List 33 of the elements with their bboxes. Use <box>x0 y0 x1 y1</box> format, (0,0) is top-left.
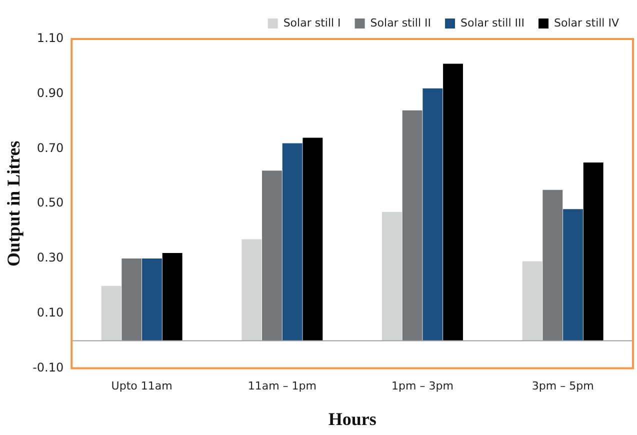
bar <box>443 64 463 341</box>
bar <box>522 261 542 341</box>
bar <box>162 252 182 341</box>
bar <box>122 258 142 341</box>
y-tick-label: 0.10 <box>36 305 64 320</box>
legend-label: Solar still II <box>370 16 432 30</box>
bar <box>563 209 583 341</box>
legend-label: Solar still IV <box>554 16 620 30</box>
y-tick-label: 0.50 <box>36 196 64 210</box>
bar <box>583 162 604 341</box>
y-tick-label: -0.10 <box>32 360 64 374</box>
bar <box>422 88 443 341</box>
x-tick-label: Upto 11am <box>111 380 172 393</box>
bar <box>542 190 563 341</box>
y-tick-label: 0.90 <box>36 86 64 100</box>
bar <box>242 239 262 341</box>
bar <box>382 212 402 341</box>
y-tick-label: 1.10 <box>36 31 64 46</box>
bar <box>282 143 302 341</box>
bar <box>262 170 282 341</box>
y-tick-label: 0.70 <box>36 140 64 155</box>
bar <box>142 258 162 341</box>
bar <box>402 110 422 341</box>
x-tick-label: 1pm – 3pm <box>392 380 454 393</box>
bar <box>302 138 323 341</box>
x-axis-title: Hours <box>328 408 376 429</box>
bar <box>101 286 122 341</box>
y-tick-label: 0.30 <box>36 250 64 265</box>
x-tick-label: 3pm – 5pm <box>532 380 594 393</box>
x-tick-label: 11am – 1pm <box>248 380 316 393</box>
y-axis-title: Output in Litres <box>3 140 24 266</box>
legend-label: Solar still III <box>460 16 525 30</box>
legend-label: Solar still I <box>283 16 341 30</box>
